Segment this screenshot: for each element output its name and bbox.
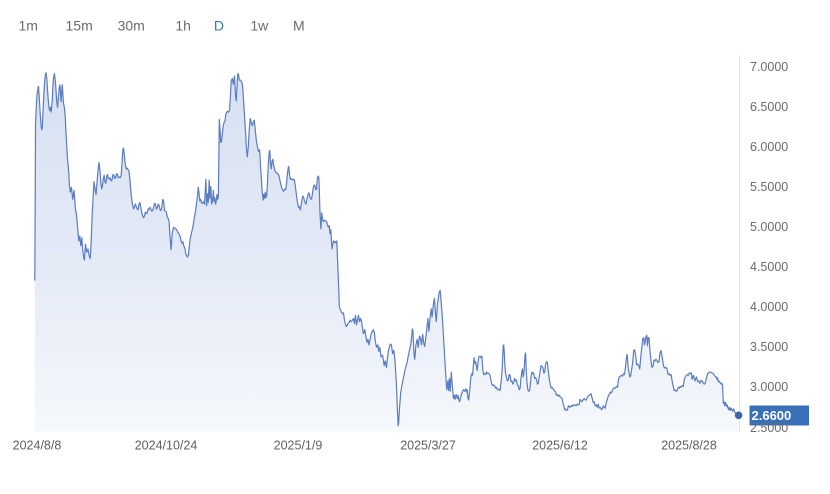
svg-text:6.5000: 6.5000 <box>750 100 788 114</box>
svg-text:2024/10/24: 2024/10/24 <box>135 439 198 453</box>
svg-text:D: D <box>214 18 224 34</box>
svg-text:1w: 1w <box>250 18 269 34</box>
svg-text:6.0000: 6.0000 <box>750 140 788 154</box>
svg-text:2024/8/8: 2024/8/8 <box>13 439 62 453</box>
svg-text:1h: 1h <box>175 18 191 34</box>
svg-text:3.0000: 3.0000 <box>750 380 788 394</box>
svg-text:7.0000: 7.0000 <box>750 60 788 74</box>
svg-text:2025/3/27: 2025/3/27 <box>400 439 456 453</box>
svg-text:4.5000: 4.5000 <box>750 260 788 274</box>
svg-text:5.5000: 5.5000 <box>750 180 788 194</box>
svg-text:2025/6/12: 2025/6/12 <box>532 439 588 453</box>
svg-text:15m: 15m <box>66 18 93 34</box>
svg-text:30m: 30m <box>118 18 145 34</box>
svg-text:1m: 1m <box>19 18 38 34</box>
svg-text:2.6600: 2.6600 <box>752 408 792 423</box>
svg-text:4.0000: 4.0000 <box>750 300 788 314</box>
svg-text:M: M <box>293 18 305 34</box>
svg-text:3.5000: 3.5000 <box>750 340 788 354</box>
svg-text:2025/8/28: 2025/8/28 <box>661 439 717 453</box>
svg-text:2025/1/9: 2025/1/9 <box>274 439 323 453</box>
svg-text:2.5000: 2.5000 <box>750 421 788 435</box>
svg-text:5.0000: 5.0000 <box>750 220 788 234</box>
